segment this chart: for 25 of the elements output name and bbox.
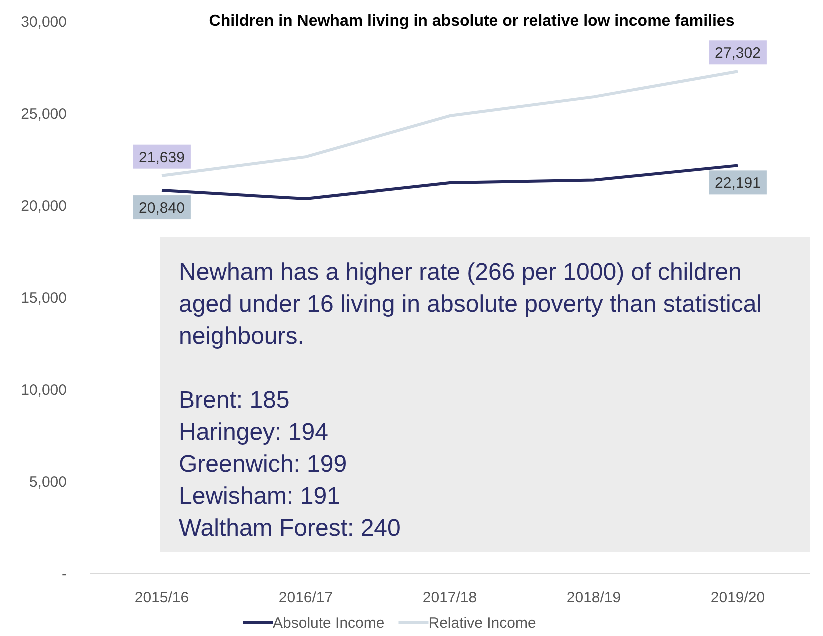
- annotation: Haringey: 194: [179, 419, 328, 446]
- annotation: Lewisham: 191: [179, 483, 340, 510]
- annotation: Waltham Forest: 240: [179, 515, 401, 542]
- data-label: 27,302: [715, 45, 761, 62]
- chart-title: Children in Newham living in absolute or relative low income families: [209, 13, 735, 30]
- x-tick-label: 2016/17: [278, 590, 334, 607]
- data-label: 20,840: [139, 200, 185, 218]
- annotation: Newham has a higher rate (266 per 1000) of children aged under 16 living in absolute poverty than statistical neighbours.: [179, 259, 762, 350]
- x-tick-label: 2017/18: [422, 590, 478, 607]
- data-label: 21,639: [139, 149, 185, 166]
- y-tick-label: 30,000: [21, 14, 67, 31]
- annotation: Greenwich: 199: [179, 451, 348, 478]
- y-tick-label: 5,000: [29, 474, 67, 491]
- legend-label: Absolute Income: [273, 615, 385, 632]
- y-tick-label: 10,000: [21, 382, 67, 399]
- data-label: 22,191: [715, 175, 761, 192]
- y-tick-label: 20,000: [21, 198, 67, 215]
- y-tick-label: 25,000: [21, 106, 67, 123]
- y-tick-label: 15,000: [21, 290, 67, 307]
- y-tick-label: -: [62, 566, 67, 583]
- x-tick-label: 2019/20: [710, 590, 766, 607]
- x-tick-label: 2015/16: [134, 590, 190, 607]
- x-tick-label: 2018/19: [566, 590, 622, 607]
- legend-label: Relative Income: [428, 615, 536, 632]
- annotation: Brent: 185: [179, 387, 290, 414]
